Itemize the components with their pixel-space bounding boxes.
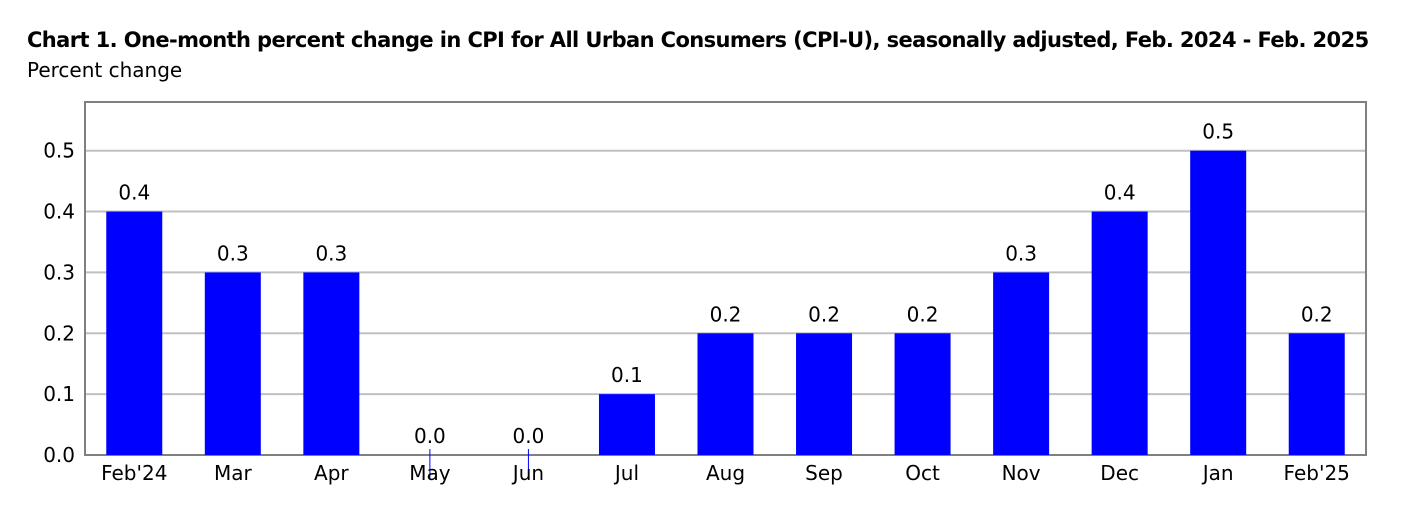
bar	[1091, 211, 1148, 455]
bar	[796, 333, 853, 455]
x-tick-label: Oct	[905, 461, 940, 485]
x-axis-tick-labels: Feb'24 Mar Apr May Jun Jul Aug Sep Oct Nov Dec Jan F…	[101, 461, 1350, 485]
bars	[106, 150, 1345, 479]
bar-data-label: 0.3	[315, 241, 347, 265]
bar-data-label: 0.2	[907, 302, 939, 326]
x-tick-label: Sep	[805, 461, 843, 485]
bar	[1288, 333, 1345, 455]
bar	[303, 272, 360, 455]
y-tick-label: 0.0	[43, 443, 75, 467]
y-tick-label: 0.1	[43, 382, 75, 406]
bar-data-label: 0.0	[513, 424, 545, 448]
y-tick-label: 0.4	[43, 200, 75, 224]
bar	[993, 272, 1050, 455]
x-tick-label: Feb'25	[1284, 461, 1350, 485]
bar-data-label: 0.2	[808, 302, 840, 326]
bar-data-labels: 0.4 0.3 0.3 0.0 0.0 0.1 0.2 0.2 0.2 0.3 0.4 0.5 0.2	[118, 120, 1332, 448]
bar-data-label: 0.1	[611, 363, 643, 387]
x-tick-label: May	[409, 461, 451, 485]
y-tick-label: 0.2	[43, 321, 75, 345]
bar-data-label: 0.3	[217, 241, 249, 265]
y-axis-tick-labels: 0.0 0.1 0.2 0.3 0.4 0.5	[43, 139, 75, 467]
y-tick-label: 0.3	[43, 260, 75, 284]
bar	[204, 272, 261, 455]
chart-title: Chart 1. One-month percent change in CPI…	[27, 28, 1369, 52]
x-tick-label: Aug	[706, 461, 745, 485]
x-tick-label: Apr	[314, 461, 349, 485]
bar-data-label: 0.5	[1202, 120, 1234, 144]
bar	[598, 394, 655, 455]
x-tick-label: Jul	[613, 461, 639, 485]
y-tick-label: 0.5	[43, 139, 75, 163]
x-tick-label: Jan	[1201, 461, 1234, 485]
x-tick-label: Nov	[1002, 461, 1041, 485]
bar-data-label: 0.2	[710, 302, 742, 326]
bar-data-label: 0.4	[1104, 181, 1136, 205]
x-tick-label: Mar	[214, 461, 253, 485]
x-tick-label: Jun	[511, 461, 544, 485]
x-tick-label: Feb'24	[101, 461, 167, 485]
bar-data-label: 0.2	[1301, 302, 1333, 326]
bar	[697, 333, 754, 455]
bar	[106, 211, 163, 455]
bar-data-label: 0.4	[118, 181, 150, 205]
chart-subtitle: Percent change	[27, 58, 183, 82]
x-tick-label: Dec	[1100, 461, 1139, 485]
bar-data-label: 0.0	[414, 424, 446, 448]
bar-data-label: 0.3	[1005, 241, 1037, 265]
bar	[1190, 150, 1247, 456]
bar	[894, 333, 951, 455]
